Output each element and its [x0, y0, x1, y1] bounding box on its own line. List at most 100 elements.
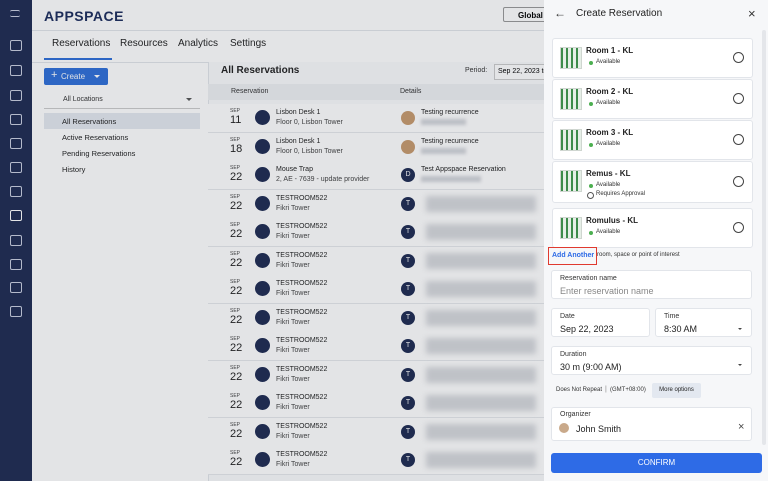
nav-icon[interactable] [10, 90, 22, 101]
room-icon [255, 338, 270, 353]
nav-icon[interactable] [10, 186, 22, 197]
confirm-button[interactable]: CONFIRM [551, 453, 762, 473]
avatar: T [401, 367, 415, 382]
remove-room-button[interactable] [733, 134, 744, 145]
avatar: T [401, 196, 415, 211]
more-options-button[interactable]: More options [652, 383, 701, 398]
avatar: T [401, 339, 415, 353]
row-month: SEP [230, 250, 241, 257]
date-field[interactable]: Date Sep 22, 2023 [551, 308, 650, 337]
column-header[interactable]: Details [400, 88, 422, 95]
column-header[interactable]: Reservation [231, 88, 269, 95]
remove-room-button[interactable] [733, 222, 744, 233]
blurred-text [426, 423, 536, 440]
field-value: 30 m (9:00 AM) [560, 362, 622, 372]
organizer-name: John Smith [576, 424, 622, 434]
list-title: All Reservations [221, 65, 300, 76]
row-location: Fikri Tower [276, 204, 310, 212]
remove-room-button[interactable] [733, 93, 744, 104]
tab[interactable]: Settings [230, 38, 267, 49]
menu-item[interactable]: Pending Reservations [62, 149, 136, 158]
nav-icon[interactable] [10, 235, 22, 246]
create-label: Create [61, 72, 86, 81]
caret [94, 75, 100, 81]
avatar-photo [401, 139, 415, 154]
nav-icon-active[interactable] [10, 210, 22, 221]
row-location: Fikri Tower [276, 432, 310, 440]
menu-item[interactable]: Active Reservations [62, 133, 129, 142]
room-card[interactable]: Romulus - KL Available [552, 208, 753, 248]
location-filter[interactable]: All Locations [44, 92, 200, 109]
row-location: Fikri Tower [276, 347, 310, 354]
row-month: SEP [230, 336, 241, 342]
row-location: Fikri Tower [276, 461, 310, 468]
room-card[interactable]: Remus - KL Available Requires Approval [552, 161, 753, 203]
duration-field[interactable]: Duration 30 m (9:00 AM) [551, 346, 752, 375]
room-name: Remus - KL [586, 169, 631, 178]
blurred-text [421, 147, 466, 154]
nav-bar [0, 0, 32, 481]
tab[interactable]: Analytics [178, 38, 219, 49]
blurred-text [421, 119, 466, 125]
modal-overlay[interactable] [0, 0, 544, 481]
row-name: TESTROOM522 [276, 451, 328, 458]
blurred-text [426, 452, 536, 468]
close-button[interactable]: × [748, 6, 756, 21]
room-icon [255, 224, 270, 239]
row-month: SEP [230, 108, 241, 114]
nav-icon[interactable] [10, 162, 22, 173]
row-day: 22 [230, 171, 243, 183]
room-card[interactable]: Room 3 - KL Available [552, 120, 753, 160]
remove-room-button[interactable] [733, 52, 744, 63]
filter-label: All Locations [63, 96, 103, 103]
time-field[interactable]: Time 8:30 AM [655, 308, 752, 337]
room-icon [255, 167, 270, 182]
nav-icon[interactable] [10, 282, 22, 293]
remove-room-button[interactable] [733, 176, 744, 187]
room-status: Available [596, 182, 621, 188]
reservation-name-field[interactable]: Reservation name Enter reservation name [551, 270, 752, 299]
field-value: 8:30 AM [664, 324, 698, 334]
avatar: T [401, 396, 415, 410]
room-icon [255, 309, 270, 325]
blurred-text [421, 176, 481, 182]
nav-icon[interactable] [10, 259, 22, 270]
room-card[interactable]: Room 2 - KL Available [552, 79, 753, 119]
status-dot [589, 61, 593, 65]
nav-icon[interactable] [10, 306, 22, 317]
row-location: Fikri Tower [276, 233, 310, 240]
room-icon [255, 395, 270, 410]
room-icon [255, 281, 270, 296]
remove-button[interactable]: × [738, 421, 745, 433]
menu-item[interactable]: History [62, 165, 86, 174]
timezone[interactable]: (GMT+08:00) [610, 387, 646, 393]
create-button[interactable]: + Create [44, 68, 108, 85]
row-day: 22 [230, 370, 243, 383]
room-thumbnail [560, 129, 582, 151]
room-card[interactable]: Room 1 - KL Available [552, 38, 753, 78]
field-value: Sep 22, 2023 [560, 324, 614, 334]
tab[interactable]: Resources [120, 38, 168, 49]
nav-icon[interactable] [10, 65, 22, 76]
room-thumbnail [560, 217, 582, 239]
nav-icon[interactable] [10, 40, 22, 51]
row-name: Mouse Trap [276, 166, 313, 173]
nav-icon[interactable] [10, 138, 22, 149]
menu-icon[interactable] [10, 10, 20, 17]
menu-item[interactable]: All Reservations [62, 117, 117, 126]
back-button[interactable]: ← [554, 6, 566, 20]
row-month: SEP [230, 450, 241, 456]
scrollbar[interactable] [762, 30, 766, 445]
organizer-field[interactable]: Organizer John Smith × [551, 407, 752, 441]
row-day: 22 [230, 427, 243, 440]
avatar: T [401, 424, 415, 439]
repeat-setting[interactable]: Does Not Repeat [556, 387, 603, 393]
tab[interactable]: Reservations [52, 38, 111, 49]
row-details: Testing recurrence [421, 109, 479, 116]
blurred-text [426, 252, 536, 269]
placeholder: Enter reservation name [560, 286, 654, 296]
row-month: SEP [230, 421, 241, 428]
room-thumbnail [560, 170, 582, 192]
add-another-link[interactable]: Add Another [552, 252, 595, 259]
nav-icon[interactable] [10, 114, 22, 125]
